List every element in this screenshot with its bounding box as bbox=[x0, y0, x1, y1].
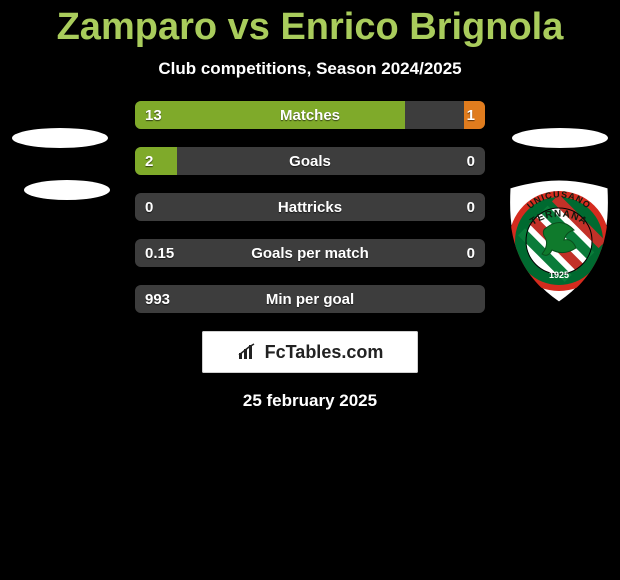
date-line: 25 february 2025 bbox=[0, 391, 620, 411]
page-title: Zamparo vs Enrico Brignola bbox=[0, 0, 620, 49]
stat-label: Goals bbox=[135, 147, 485, 175]
stat-row: 13Matches1 bbox=[135, 101, 485, 129]
stat-right-value: 0 bbox=[467, 193, 475, 221]
stat-row: 993Min per goal bbox=[135, 285, 485, 313]
stat-label: Goals per match bbox=[135, 239, 485, 267]
stat-label: Min per goal bbox=[135, 285, 485, 313]
stat-label: Matches bbox=[135, 101, 485, 129]
site-logo-text: FcTables.com bbox=[265, 342, 384, 363]
bar-chart-icon bbox=[237, 343, 259, 361]
stat-label: Hattricks bbox=[135, 193, 485, 221]
stat-row: 0.15Goals per match0 bbox=[135, 239, 485, 267]
stat-row: 2Goals0 bbox=[135, 147, 485, 175]
stat-right-value: 0 bbox=[467, 147, 475, 175]
comparison-card: Zamparo vs Enrico Brignola Club competit… bbox=[0, 0, 620, 580]
stat-right-value: 0 bbox=[467, 239, 475, 267]
stat-row: 0Hattricks0 bbox=[135, 193, 485, 221]
stat-right-value: 1 bbox=[467, 101, 475, 129]
page-subtitle: Club competitions, Season 2024/2025 bbox=[0, 59, 620, 79]
site-logo: FcTables.com bbox=[202, 331, 418, 373]
comparison-bars: 13Matches12Goals00Hattricks00.15Goals pe… bbox=[10, 101, 610, 313]
